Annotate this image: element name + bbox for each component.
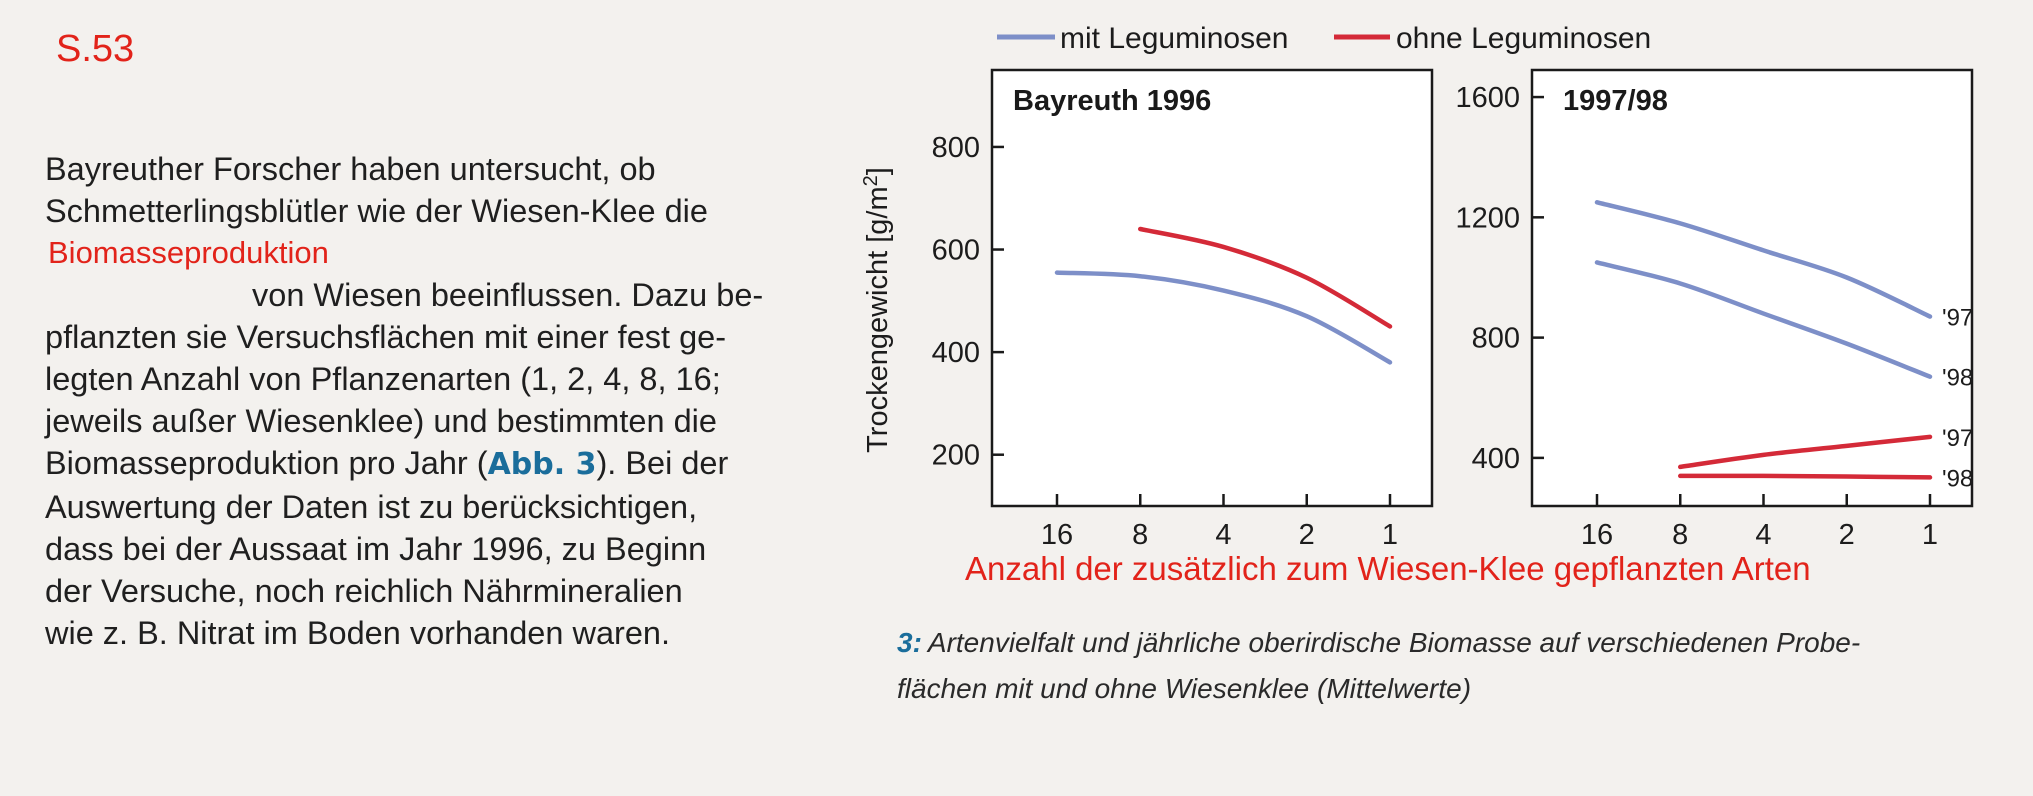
- panel-title-1997: 1997/98: [1563, 85, 1668, 117]
- series-line-without-legumes: [1678, 434, 1933, 470]
- highlight-annotation: Biomasseproduktion: [48, 235, 329, 270]
- x-tick-label: 16: [1581, 519, 1613, 551]
- x-tick-label: 4: [1215, 519, 1231, 551]
- text-line: Auswertung der Daten ist zu berücksichti…: [45, 489, 698, 525]
- y-tick-label: 600: [932, 235, 980, 267]
- text-line: jeweils außer Wiesenklee) und bestimmten…: [45, 403, 717, 439]
- legend-label-with: mit Leguminosen: [1060, 22, 1288, 55]
- series-labels-layer: '97 '98 '97 '98: [1942, 305, 1973, 493]
- x-tick-label: 8: [1672, 519, 1688, 551]
- series-year-label: '97: [1942, 425, 1973, 452]
- series-line-with-legumes: [1054, 270, 1393, 365]
- x-tick-label: 8: [1132, 519, 1148, 551]
- figure-reference-link[interactable]: Abb. 3: [487, 447, 597, 482]
- body-text: Bayreuther Forscher haben untersucht, ob…: [45, 148, 835, 654]
- x-tick-label: 1: [1922, 519, 1938, 551]
- text-fragment: Biomasseproduktion pro Jahr (: [45, 445, 488, 481]
- y-axis-label-main: Trockengewicht [g/m: [862, 186, 894, 452]
- text-line: legten Anzahl von Pflanzenarten (1, 2, 4…: [45, 361, 721, 397]
- text-line: der Versuche, noch reichlich Nährmineral…: [45, 573, 683, 609]
- series-line-without-legumes: [1678, 473, 1933, 480]
- series-year-label: '98: [1942, 365, 1973, 392]
- y-tick-label: 1600: [1455, 82, 1520, 114]
- y-axis-label-sup: 2: [860, 175, 882, 186]
- y-tick-label: 1200: [1455, 202, 1520, 234]
- axis-ticks-layer: 200 400 600 800 16 8 4 2 1 400 800 1200 1600 16 8 4 2 1: [932, 82, 1938, 551]
- text-line: Biomasseproduktion pro Jahr (Abb. 3). Be…: [45, 442, 835, 486]
- text-line: von Wiesen beeinflussen. Dazu be-: [252, 277, 764, 313]
- y-axis-label: Trockengewicht [g/m2]: [860, 167, 894, 453]
- figure-caption-text-2: flächen mit und ohne Wiesenklee (Mittelw…: [897, 673, 1472, 704]
- figure-number: 3:: [897, 627, 922, 658]
- text-line: Bayreuther Forscher haben untersucht, ob: [45, 151, 656, 187]
- y-axis-label-end: ]: [862, 167, 894, 175]
- x-tick-label: 1: [1382, 519, 1398, 551]
- text-fragment: ). Bei der: [596, 445, 729, 481]
- x-axis-caption: Anzahl der zusätzlich zum Wiesen-Klee ge…: [965, 550, 1811, 587]
- figure-caption-text: Artenvielfalt und jährliche oberirdische…: [927, 627, 1861, 658]
- page-reference-annotation: S.53: [56, 28, 135, 70]
- y-tick-label: 800: [932, 132, 980, 164]
- x-tick-label: 16: [1041, 519, 1073, 551]
- series-line-with-legumes: [1594, 260, 1933, 379]
- chart-legend: mit Leguminosen ohne Leguminosen: [997, 22, 1651, 55]
- figure-caption: 3: Artenvielfalt und jährliche oberirdisc…: [897, 620, 1977, 712]
- series-line-without-legumes: [1138, 226, 1393, 329]
- x-tick-label: 2: [1839, 519, 1855, 551]
- text-line: wie z. B. Nitrat im Boden vorhanden ware…: [45, 615, 671, 651]
- text-line: Schmetterlingsblütler wie der Wiesen-Kle…: [45, 193, 708, 229]
- x-tick-label: 4: [1755, 519, 1771, 551]
- y-tick-label: 200: [932, 440, 980, 472]
- panel-frame-1997: [1530, 68, 1974, 508]
- y-tick-label: 800: [1472, 323, 1520, 355]
- y-tick-label: 400: [932, 337, 980, 369]
- series-year-label: '98: [1942, 465, 1973, 492]
- text-line: pflanzten sie Versuchsflächen mit einer …: [45, 319, 727, 355]
- text-line: dass bei der Aussaat im Jahr 1996, zu Be…: [45, 531, 707, 567]
- series-line-with-legumes: [1594, 200, 1933, 319]
- series-layer: [1054, 200, 1933, 480]
- panel-title-1996: Bayreuth 1996: [1013, 85, 1211, 117]
- y-tick-label: 400: [1472, 443, 1520, 475]
- x-tick-label: 2: [1299, 519, 1315, 551]
- legend-label-without: ohne Leguminosen: [1396, 22, 1651, 55]
- series-year-label: '97: [1942, 305, 1973, 332]
